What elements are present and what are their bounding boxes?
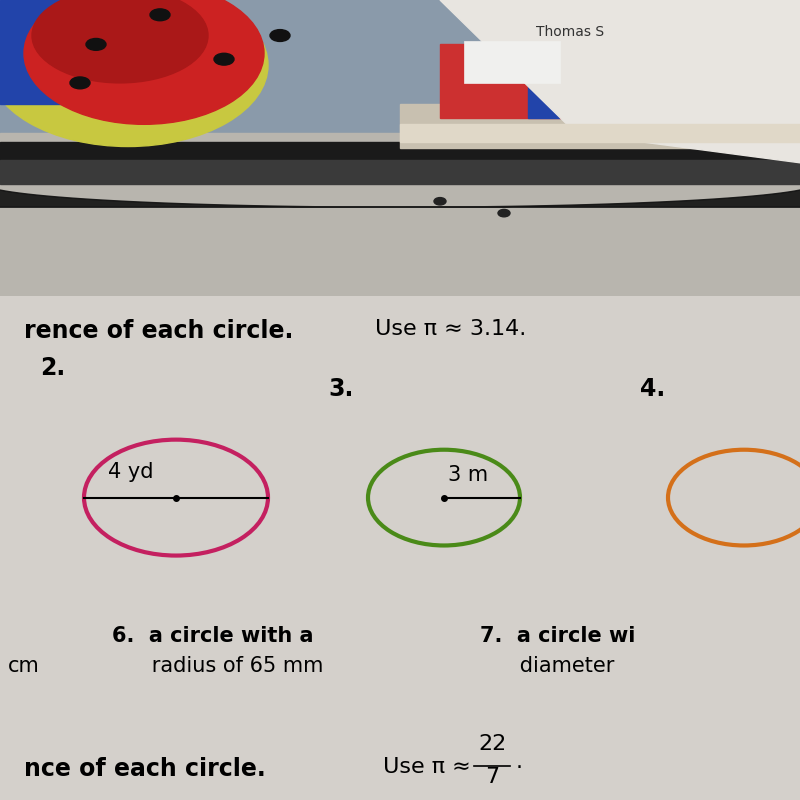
Bar bbox=[528, 44, 560, 118]
Bar bbox=[0, 142, 800, 178]
Ellipse shape bbox=[0, 0, 268, 146]
Ellipse shape bbox=[24, 0, 264, 124]
Text: 2.: 2. bbox=[40, 357, 66, 381]
Ellipse shape bbox=[32, 0, 208, 83]
Text: 6.  a circle with a: 6. a circle with a bbox=[112, 626, 314, 646]
Bar bbox=[464, 42, 560, 83]
Text: diameter: diameter bbox=[480, 656, 614, 676]
Text: 7.  a circle wi: 7. a circle wi bbox=[480, 626, 635, 646]
Bar bbox=[400, 104, 800, 148]
Text: rence of each circle.: rence of each circle. bbox=[24, 318, 294, 342]
Bar bbox=[0, 134, 800, 296]
Ellipse shape bbox=[498, 210, 510, 217]
Ellipse shape bbox=[70, 77, 90, 89]
Bar bbox=[440, 44, 560, 118]
Text: 7: 7 bbox=[485, 767, 499, 787]
Ellipse shape bbox=[86, 38, 106, 50]
Text: 4 yd: 4 yd bbox=[108, 462, 154, 482]
Text: 3.: 3. bbox=[328, 377, 354, 401]
Text: Thomas S: Thomas S bbox=[536, 25, 604, 38]
Text: cm: cm bbox=[8, 656, 40, 676]
Text: Use π ≈ 3.14.: Use π ≈ 3.14. bbox=[368, 318, 526, 338]
Text: nce of each circle.: nce of each circle. bbox=[24, 757, 266, 781]
Bar bbox=[0, 0, 64, 104]
Text: 3 m: 3 m bbox=[448, 465, 488, 485]
Ellipse shape bbox=[434, 198, 446, 205]
Ellipse shape bbox=[214, 54, 234, 65]
Bar bbox=[0, 160, 800, 183]
Bar bbox=[560, 44, 640, 118]
Bar bbox=[400, 124, 800, 142]
Text: radius of 65 mm: radius of 65 mm bbox=[112, 656, 323, 676]
Polygon shape bbox=[440, 0, 800, 162]
Ellipse shape bbox=[150, 9, 170, 21]
Text: 4.: 4. bbox=[640, 377, 666, 401]
Ellipse shape bbox=[270, 30, 290, 42]
Text: Use π ≈: Use π ≈ bbox=[376, 757, 470, 777]
Text: .: . bbox=[516, 752, 523, 772]
Bar bbox=[0, 0, 800, 134]
Text: 22: 22 bbox=[478, 734, 506, 754]
